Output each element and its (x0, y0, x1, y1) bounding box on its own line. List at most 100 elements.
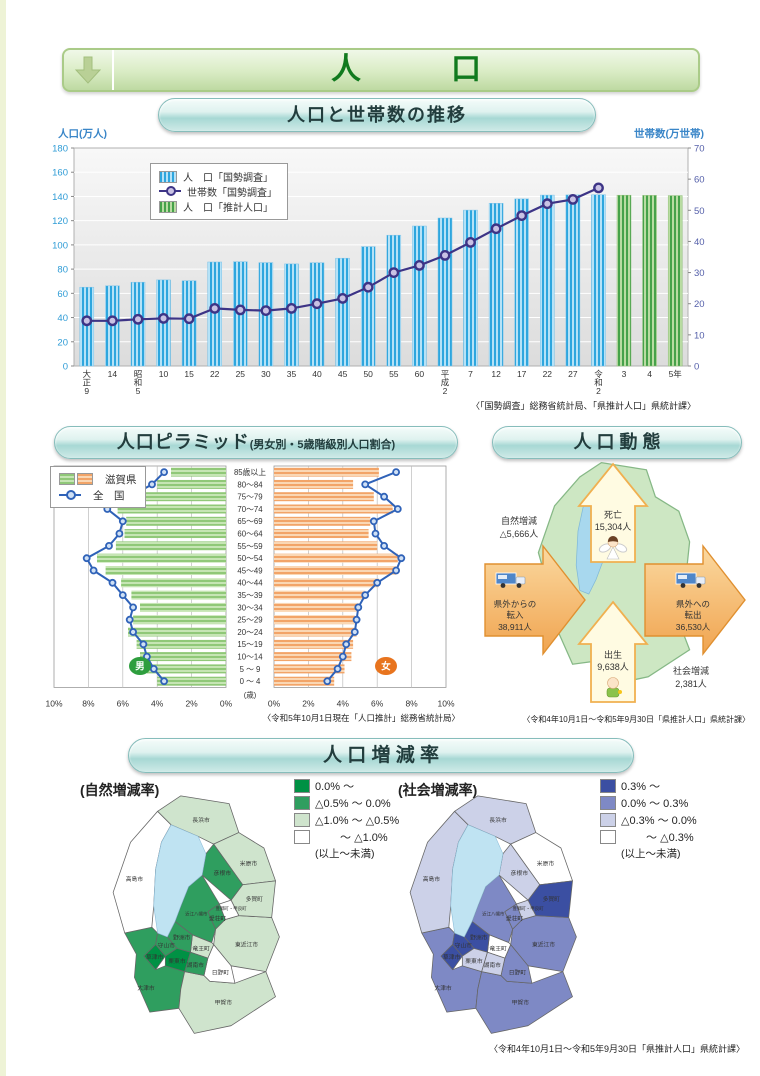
national-female-marker (354, 603, 363, 612)
pct-tick-label: 2% (302, 698, 315, 708)
household-line-marker (158, 312, 169, 324)
bar-male-shiga (131, 590, 226, 600)
svg-text:40: 40 (694, 237, 705, 248)
bar-male-shiga (157, 676, 226, 686)
legend-item: 0.3% ～ (600, 777, 697, 794)
legend-item: ～ △0.3% (600, 828, 697, 845)
household-line-marker (516, 210, 528, 222)
death-value: 15,304人 (595, 522, 632, 532)
bar-blue (284, 263, 299, 367)
region-label-taga: 多賀町 (543, 895, 561, 903)
bar-male-shiga (138, 492, 226, 502)
region-label-kusatsu: 草津市 (443, 953, 461, 961)
national-female-marker (350, 628, 359, 636)
x-tick-label: 25 (236, 369, 246, 379)
bar-female-shiga (274, 676, 335, 686)
region-label-hikone: 彦根市 (214, 869, 232, 877)
region-label-toyosato: 豊郷町・甲良町 (216, 905, 248, 912)
bar-male-shiga (128, 627, 226, 637)
legend-note: (以上～未満) (315, 848, 375, 860)
age-label: 75～79 (237, 493, 262, 502)
pyramid-source: 〈令和5年10月1日現在「人口推計」総務省統計局〉 (262, 713, 460, 723)
pct-tick-label: 4% (337, 698, 350, 708)
x-tick-label: 14 (108, 369, 118, 379)
pyramid-legend: 滋賀県 全 国 (50, 466, 146, 508)
svg-text:40: 40 (57, 313, 68, 324)
x-tick-label: 10 (159, 369, 169, 379)
national-male-marker (115, 529, 124, 538)
out-migration-value: 36,530人 (676, 622, 711, 632)
national-male-marker (160, 677, 168, 686)
region-label-ryuo: 竜王町 (192, 944, 210, 952)
age-label: 25～29 (237, 616, 262, 625)
bar-male-shiga (146, 664, 226, 674)
x-tick-label: 27 (568, 369, 578, 379)
national-female-marker (373, 578, 382, 587)
section-title-dynamics: 人 口 動 態 (492, 426, 742, 459)
lake-biwa (153, 824, 207, 938)
age-label: 50～54 (237, 554, 263, 563)
x-tick-label: 22 (210, 369, 220, 379)
household-line-marker (286, 302, 297, 314)
social-change-label: 社会増減 (673, 665, 709, 676)
pyramid-title: 人口ピラミッド (116, 432, 250, 452)
bar-female-shiga (274, 590, 366, 600)
svg-text:60: 60 (57, 289, 68, 300)
green-bar-swatch-icon (159, 200, 177, 213)
bar-male-shiga (97, 553, 226, 563)
region-label-ritto: 栗東市 (465, 957, 483, 965)
page-left-accent (0, 0, 6, 1076)
legend-label: 全 国 (93, 489, 125, 502)
legend-item: △0.5% ～ 0.0% (294, 794, 399, 811)
bar-blue (488, 203, 504, 367)
household-line-marker (388, 267, 400, 279)
social-change-value: 2,381人 (675, 679, 707, 689)
green-bar-swatch-icon (59, 473, 75, 485)
x-tick-label: 55 (389, 369, 399, 379)
legend-item: △0.3% ～ 0.0% (600, 811, 697, 828)
x-tick-label: 30 (261, 369, 271, 379)
pct-tick-label: 0% (220, 698, 233, 708)
age-unit-label: (歳) (244, 689, 257, 699)
region-hikone (498, 843, 541, 901)
age-label: 10～14 (237, 653, 263, 662)
age-label: 40～44 (237, 579, 263, 588)
x-tick-label: 昭和 5 (134, 369, 143, 396)
region-label-omihachiman: 近江八幡市 (482, 911, 505, 918)
region-toyosato (516, 899, 537, 920)
region-konan (184, 951, 209, 976)
x-tick-label: 40 (312, 369, 322, 379)
natural-change-label: 自然増減 (501, 515, 537, 526)
legend-item: 0.0% ～ (294, 777, 399, 794)
household-line-marker (260, 305, 272, 317)
pyramid-subtitle: (男女別・5歳階級別人口割合) (249, 439, 396, 451)
x-tick-label: 7 (468, 369, 473, 379)
national-female-marker (380, 492, 389, 501)
x-tick-label: 大正 9 (83, 369, 92, 396)
region-label-ryuo: 竜王町 (489, 944, 507, 952)
region-label-kusatsu: 草津市 (146, 953, 164, 961)
svg-text:転入: 転入 (506, 610, 524, 620)
pct-tick-label: 4% (151, 698, 164, 708)
national-female-marker (342, 640, 351, 649)
region-label-takashima: 高島市 (423, 875, 441, 883)
social-map-legend: 0.3% ～ 0.0% ～ 0.3% △0.3% ～ 0.0% ～ △0.3% (以上… (600, 777, 697, 861)
region-label-toyosato: 豊郷町・甲良町 (513, 905, 545, 912)
svg-text:60: 60 (694, 175, 705, 186)
trend-legend-item-households: 世帯数「国勢調査」 (159, 184, 277, 199)
national-male-marker (82, 554, 91, 563)
national-female-marker (323, 677, 332, 686)
bar-female-shiga (274, 553, 398, 563)
region-label-maibara: 米原市 (537, 859, 555, 867)
svg-text:30: 30 (694, 268, 705, 279)
svg-text:10: 10 (694, 330, 705, 341)
household-line-marker (362, 281, 374, 293)
blue-bar-swatch-icon (159, 170, 177, 183)
bar-blue (335, 257, 350, 367)
region-ritto (461, 948, 488, 972)
legend-item: 0.0% ～ 0.3% (600, 794, 697, 811)
national-male-marker (89, 566, 98, 575)
svg-text:20: 20 (57, 337, 68, 348)
legend-swatch-icon (294, 812, 310, 827)
